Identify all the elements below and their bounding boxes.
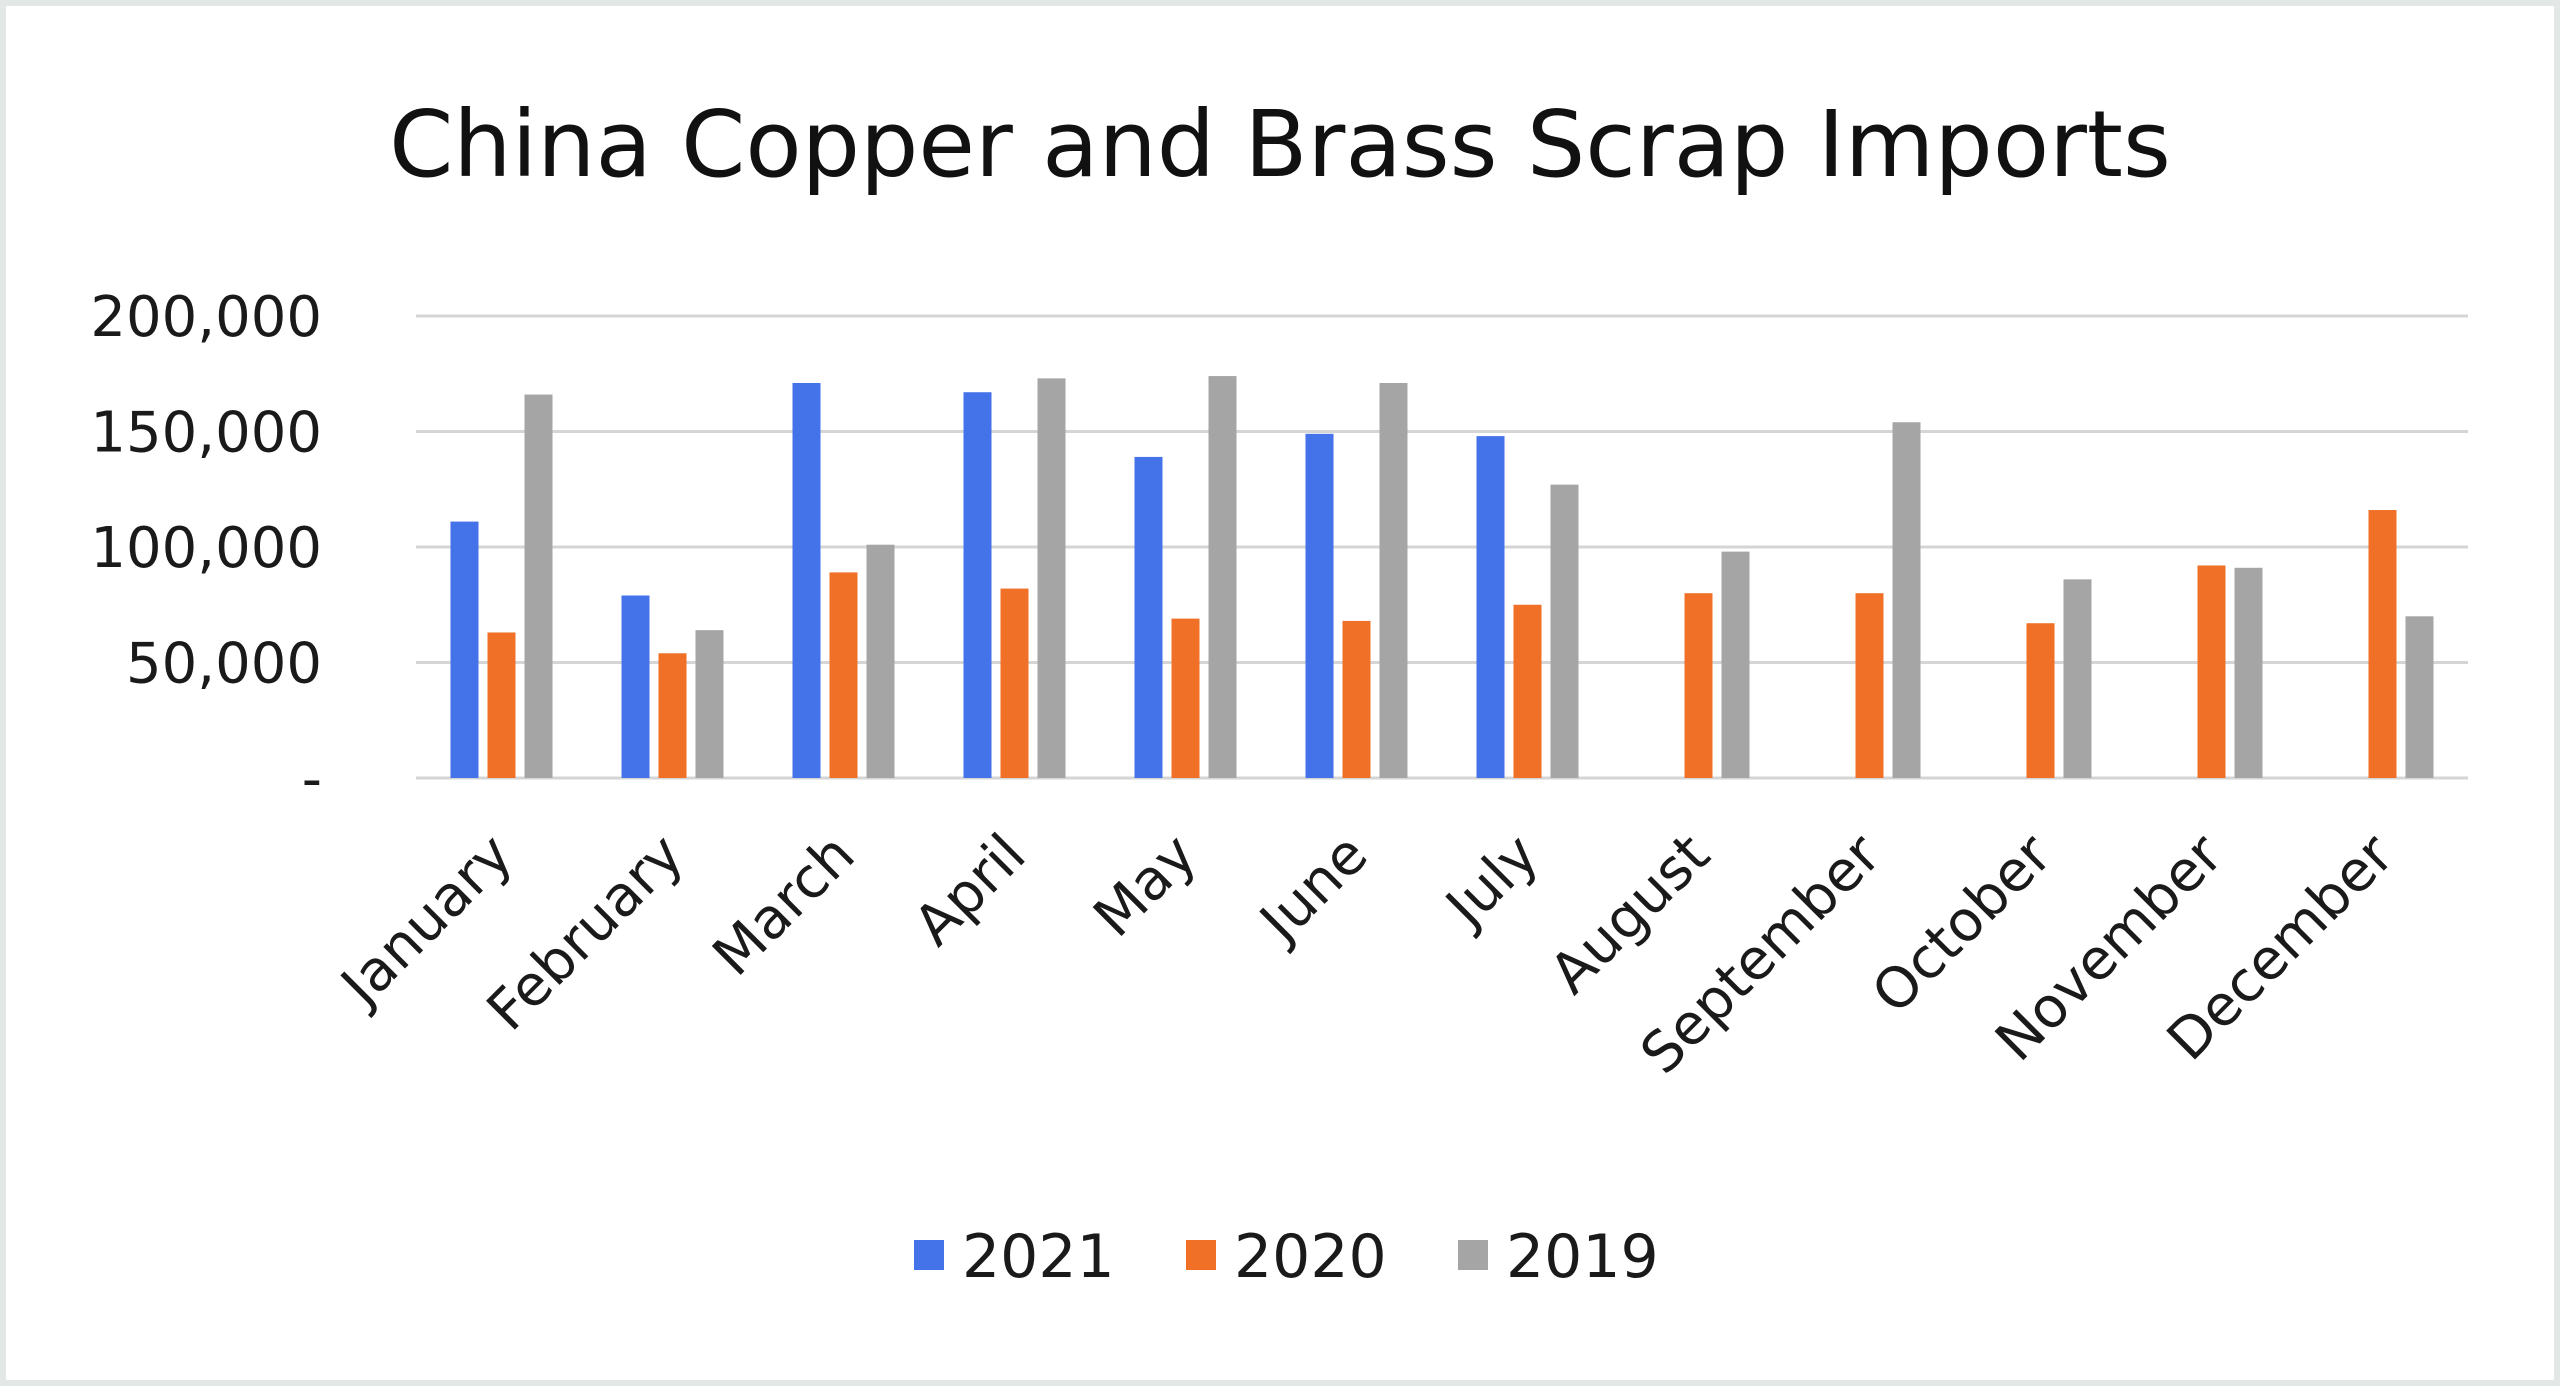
bar-2019-august — [1721, 551, 1750, 778]
legend-swatch-2020 — [1186, 1240, 1216, 1270]
bar-2020-january — [487, 632, 516, 778]
chart-title: China Copper and Brass Scrap Imports — [389, 91, 2171, 198]
x-tick-label: May — [1082, 822, 1210, 950]
x-tick-label: July — [1432, 822, 1551, 941]
bar-2020-august — [1684, 593, 1713, 778]
bar-2019-february — [695, 630, 724, 778]
chart-frame: China Copper and Brass Scrap Imports - 50… — [6, 6, 2554, 1380]
legend-swatch-2019 — [1458, 1240, 1488, 1270]
bar-2019-december — [2405, 616, 2434, 778]
gridlines — [416, 314, 2468, 780]
bar-2020-march — [829, 572, 858, 778]
bar-2019-september — [1892, 422, 1921, 778]
bars — [450, 376, 2434, 778]
bar-2020-june — [1342, 620, 1371, 778]
y-tick-label: 50,000 — [126, 632, 322, 697]
bar-2021-april — [963, 392, 992, 778]
bar-2021-january — [450, 521, 479, 778]
x-tick-label: June — [1246, 822, 1380, 956]
bar-2020-october — [2026, 623, 2055, 778]
bar-2021-july — [1476, 436, 1505, 778]
bar-2019-october — [2063, 579, 2092, 778]
bar-2019-january — [524, 394, 553, 778]
bar-2019-may — [1208, 376, 1237, 778]
bar-2020-december — [2368, 510, 2397, 778]
bar-2019-november — [2234, 567, 2263, 778]
x-tick-label: April — [902, 822, 1038, 958]
bar-2021-march — [792, 382, 821, 778]
bar-2019-june — [1379, 382, 1408, 778]
legend-label-2020: 2020 — [1234, 1222, 1387, 1292]
legend-swatch-2021 — [914, 1240, 944, 1270]
bar-2020-february — [658, 653, 687, 778]
bar-2021-may — [1134, 456, 1163, 778]
bar-2020-september — [1855, 593, 1884, 778]
bar-2020-april — [1000, 588, 1029, 778]
bar-chart: China Copper and Brass Scrap Imports - 50… — [90, 91, 2468, 1292]
bar-2019-april — [1037, 378, 1066, 778]
bar-2019-march — [866, 544, 895, 778]
y-tick-label: 200,000 — [90, 285, 322, 350]
y-tick-label: 150,000 — [90, 401, 322, 466]
bar-2021-february — [621, 595, 650, 778]
bar-2021-june — [1305, 433, 1334, 778]
bar-2020-july — [1513, 604, 1542, 778]
legend: 2021 2020 2019 — [914, 1222, 1659, 1292]
bar-2020-may — [1171, 618, 1200, 778]
bar-2019-july — [1550, 484, 1579, 778]
y-tick-label: 100,000 — [90, 516, 322, 581]
legend-label-2021: 2021 — [962, 1222, 1115, 1292]
bar-2020-november — [2197, 565, 2226, 778]
x-tick-label: March — [701, 822, 868, 989]
y-tick-label: - — [302, 747, 322, 812]
y-axis-ticks: - 50,000 100,000 150,000 200,000 — [90, 285, 322, 812]
legend-label-2019: 2019 — [1506, 1222, 1659, 1292]
